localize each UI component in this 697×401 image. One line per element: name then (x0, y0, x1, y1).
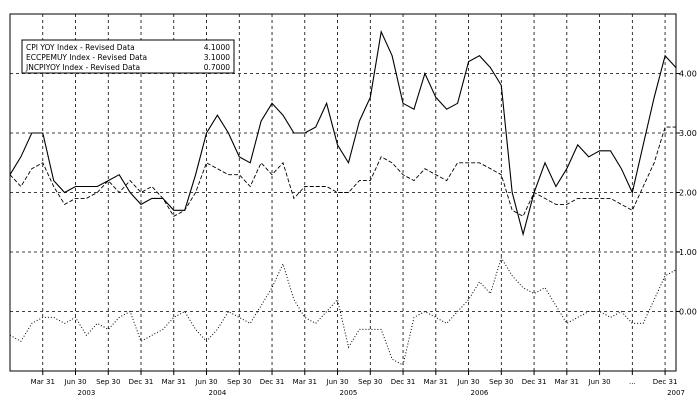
x-tick-label: Dec 31 (653, 378, 678, 386)
x-year-label: 2004 (209, 389, 227, 397)
x-year-label: 2007 (667, 389, 685, 397)
x-tick-label: Sep 30 (489, 378, 513, 386)
x-tick-label: Jun 30 (194, 378, 217, 386)
x-tick-label: Sep 30 (358, 378, 382, 386)
legend-entry-value: 3.1000 (204, 53, 230, 62)
y-tick-label: 0.00 (679, 308, 697, 317)
legend-entry-value: 4.1000 (204, 43, 230, 52)
x-tick-label: ... (629, 378, 636, 386)
x-tick-label: Dec 31 (260, 378, 285, 386)
x-tick-label: Mar 31 (162, 378, 186, 386)
x-tick-label: Jun 30 (326, 378, 349, 386)
x-tick-label: Dec 31 (129, 378, 154, 386)
x-tick-label: Jun 30 (63, 378, 86, 386)
x-tick-label: Mar 31 (424, 378, 448, 386)
x-tick-label: Sep 30 (96, 378, 120, 386)
x-tick-label: Mar 31 (293, 378, 317, 386)
x-tick-label: Mar 31 (31, 378, 55, 386)
x-year-label: 2003 (78, 389, 96, 397)
x-tick-label: Jun 30 (457, 378, 480, 386)
x-year-label: 2005 (340, 389, 358, 397)
x-tick-label: Dec 31 (522, 378, 547, 386)
legend-entry-name: ECCPEMUY Index - Revised Data (26, 53, 147, 62)
x-tick-label: Mar 31 (555, 378, 579, 386)
legend-entry-name: CPI YOY Index - Revised Data (26, 43, 135, 52)
series-line-2 (9, 126, 676, 217)
y-tick-label: 3.00 (679, 129, 697, 138)
legend-box (21, 39, 235, 74)
series-line-1 (9, 29, 677, 237)
legend-entry-value: 0.7000 (204, 63, 230, 72)
y-tick-label: 4.00 (679, 70, 697, 79)
x-year-label: 2006 (471, 389, 489, 397)
x-tick-label: Sep 30 (227, 378, 251, 386)
y-tick-label: 2.00 (679, 189, 697, 198)
y-tick-label: 1.00 (679, 248, 697, 257)
x-tick-label: Jun 30 (588, 378, 611, 386)
x-tick-label: Dec 31 (391, 378, 416, 386)
legend-entry-name: JNCPIYOY Index - Revised Data (25, 63, 140, 72)
